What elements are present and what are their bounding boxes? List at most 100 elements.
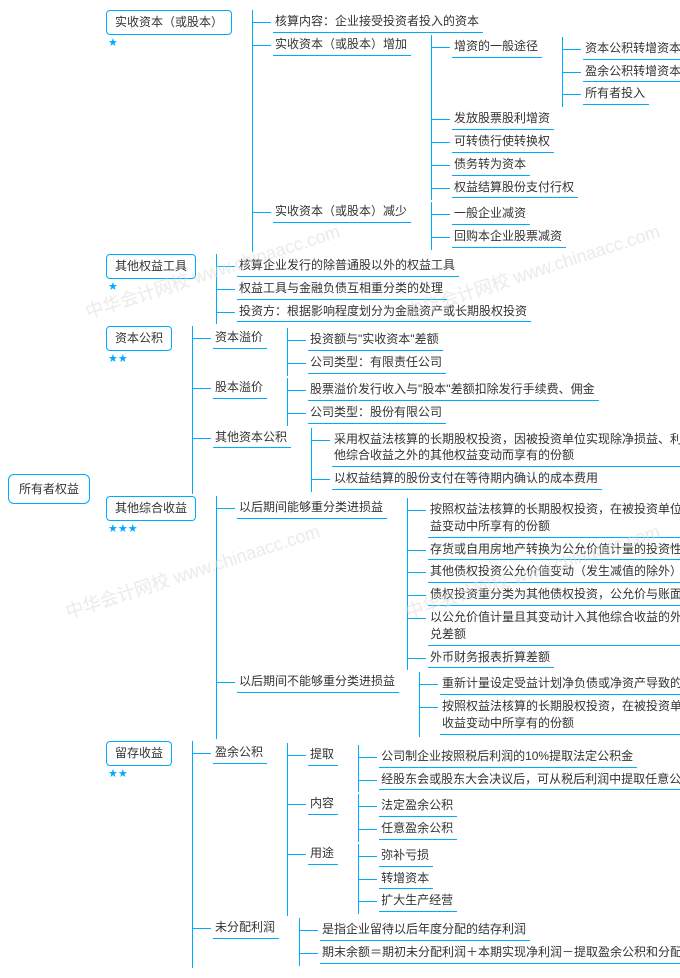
star-rating: ★★ <box>108 767 172 782</box>
node-text: 债权投资重分类为其他债权投资，公允价与账面价的差额 <box>428 585 680 606</box>
node-label: 以后期间能够重分类进损益 <box>237 498 387 519</box>
tree-node: 其他综合收益★★★以后期间能够重分类进损益按照权益法核算的长期股权投资，在被投资… <box>96 496 672 739</box>
node-text: 其他权益工具 <box>106 254 196 279</box>
tree-node: 法定盈余公积 <box>369 796 672 817</box>
node-label: 一般企业减资 <box>452 204 530 225</box>
tree-node: 核算内容：企业接受投资者投入的资本 <box>263 12 672 33</box>
node-text: 盈余公积 <box>213 743 267 764</box>
node-label: 股本溢价 <box>213 378 267 399</box>
node-text: 内容 <box>308 794 338 815</box>
node-label: 以公允价值计量且其变动计入其他综合收益的外币非货币性金融资产产生的汇兑差额 <box>428 608 680 646</box>
node-text: 债务转为资本 <box>452 155 530 176</box>
tree-node: 以后期间能够重分类进损益 按照权益法核算的长期股权投资，在被投资单位可重分类进损益… <box>227 498 672 670</box>
node-text: 发放股票股利增资 <box>452 109 554 130</box>
tree-node: 以公允价值计量且其变动计入其他综合收益的外币非货币性金融资产产生的汇兑差额 <box>418 608 672 646</box>
node-label: 经股东会或股东大会决议后，可从税后利润中提取任意公积金 <box>379 770 680 791</box>
node-label: 以权益结算的股份支付在等待期内确认的成本费用 <box>332 469 602 490</box>
node-text: 其他综合收益 <box>106 496 196 521</box>
tree-node: 资本公积★★ 资本溢价 投资额与"实收资本"差额公司类型：有限责任公司股本溢价 股票溢… <box>96 326 672 494</box>
tree-node: 债权投资重分类为其他债权投资，公允价与账面价的差额 <box>418 585 672 606</box>
tree-node: 资本溢价 投资额与"实收资本"差额公司类型：有限责任公司 <box>203 328 672 376</box>
node-label: 弥补亏损 <box>379 846 433 867</box>
root-node: 所有者权益 <box>8 474 90 505</box>
tree-node: 以后期间不能够重分类进损益重新计量设定受益计划净负债或净资产导致的变动按照权益法… <box>227 672 672 736</box>
node-text: 实收资本（或股本）减少 <box>273 202 411 223</box>
node-label: 转增资本 <box>379 869 433 890</box>
node-label: 以后期间不能够重分类进损益 <box>237 672 399 693</box>
node-text: 核算内容：企业接受投资者投入的资本 <box>273 12 483 33</box>
tree-node: 经股东会或股东大会决议后，可从税后利润中提取任意公积金 <box>369 770 672 791</box>
node-text: 其他资本公积 <box>213 428 291 449</box>
node-label: 公司类型：股份有限公司 <box>308 403 446 424</box>
node-label: 用途 <box>308 844 338 865</box>
node-label: 所有者投入 <box>583 84 649 105</box>
node-text: 以公允价值计量且其变动计入其他综合收益的外币非货币性金融资产产生的汇兑差额 <box>428 608 680 646</box>
tree-node: 实收资本（或股本）增加增资的一般途径资本公积转增资本盈余公积转增资本所有者投入发… <box>263 35 672 201</box>
tree-node: 按照权益法核算的长期股权投资，在被投资单位不能重分类进损益的其他综合收益变动中所… <box>430 697 672 735</box>
tree-node: 实收资本（或股本）减少 一般企业减资回购本企业股票减资 <box>263 202 672 250</box>
tree-node: 内容 法定盈余公积任意盈余公积 <box>298 794 672 842</box>
node-label: 可转债行使转换权 <box>452 132 554 153</box>
node-text: 以后期间能够重分类进损益 <box>237 498 387 519</box>
tree-node: 外币财务报表折算差额 <box>418 648 672 669</box>
node-label: 实收资本（或股本）增加 <box>273 35 411 56</box>
node-text: 法定盈余公积 <box>379 796 457 817</box>
tree-node: 公司类型：股份有限公司 <box>298 403 672 424</box>
node-text: 权益结算股份支付行权 <box>452 178 578 199</box>
node-text: 经股东会或股东大会决议后，可从税后利润中提取任意公积金 <box>379 770 680 791</box>
node-text: 回购本企业股票减资 <box>452 227 566 248</box>
tree-node: 股票溢价发行收入与"股本"差额扣除发行手续费、佣金 <box>298 380 672 401</box>
tree-node: 一般企业减资 <box>442 204 672 225</box>
node-text: 投资额与"实收资本"差额 <box>308 330 443 351</box>
node-text: 以后期间不能够重分类进损益 <box>237 672 399 693</box>
tree-node: 其他资本公积采用权益法核算的长期股权投资，因被投资单位实现除净损益、利润分配、其… <box>203 428 672 492</box>
tree-node: 转增资本 <box>369 869 672 890</box>
node-text: 其他债权投资公允价值变动（发生减值的除外） <box>428 562 680 583</box>
node-label: 投资方：根据影响程度划分为金融资产或长期股权投资 <box>237 302 531 323</box>
tree-node: 任意盈余公积 <box>369 819 672 840</box>
node-text: 资本公积 <box>106 326 172 351</box>
node-label: 公司制企业按照税后利润的10%提取法定公积金 <box>379 747 637 768</box>
node-text: 按照权益法核算的长期股权投资，在被投资单位可重分类进损益的其他综合收益变动中所享… <box>428 500 680 538</box>
node-label: 其他权益工具★ <box>106 254 196 295</box>
tree-node: 盈余公积 提取公司制企业按照税后利润的10%提取法定公积金经股东会或股东大会决议后… <box>203 743 672 917</box>
node-label: 留存收益★★ <box>106 741 172 782</box>
tree-node: 所有者投入 <box>573 84 672 105</box>
node-label: 回购本企业股票减资 <box>452 227 566 248</box>
node-text: 按照权益法核算的长期股权投资，在被投资单位不能重分类进损益的其他综合收益变动中所… <box>440 697 680 735</box>
node-text: 投资方：根据影响程度划分为金融资产或长期股权投资 <box>237 302 531 323</box>
node-text: 资本溢价 <box>213 328 267 349</box>
node-text: 外币财务报表折算差额 <box>428 648 554 669</box>
node-label: 资本公积★★ <box>106 326 172 367</box>
tree-node: 是指企业留待以后年度分配的结存利润 <box>310 920 672 941</box>
node-label: 债权投资重分类为其他债权投资，公允价与账面价的差额 <box>428 585 680 606</box>
tree-node: 投资方：根据影响程度划分为金融资产或长期股权投资 <box>227 302 672 323</box>
tree-node: 公司制企业按照税后利润的10%提取法定公积金 <box>369 747 672 768</box>
node-label: 资本溢价 <box>213 328 267 349</box>
node-label: 期末余额＝期初未分配利润＋本期实现净利润－提取盈余公积和分配股利 <box>320 943 680 964</box>
tree-node: 提取公司制企业按照税后利润的10%提取法定公积金经股东会或股东大会决议后，可从税… <box>298 745 672 793</box>
node-label: 其他资本公积 <box>213 428 291 449</box>
node-text: 核算企业发行的除普通股以外的权益工具 <box>237 256 459 277</box>
node-text: 以权益结算的股份支付在等待期内确认的成本费用 <box>332 469 602 490</box>
node-label: 权益工具与金融负债互相重分类的处理 <box>237 279 447 300</box>
node-label: 债务转为资本 <box>452 155 530 176</box>
tree-node: 以权益结算的股份支付在等待期内确认的成本费用 <box>322 469 672 490</box>
tree-node: 债务转为资本 <box>442 155 672 176</box>
node-label: 实收资本（或股本）减少 <box>273 202 411 223</box>
node-label: 存货或自用房地产转换为公允价值计量的投资性房地产，贷方差额 <box>428 540 680 561</box>
node-label: 其他债权投资公允价值变动（发生减值的除外） <box>428 562 680 583</box>
node-label: 公司类型：有限责任公司 <box>308 353 446 374</box>
node-text: 所有者投入 <box>583 84 649 105</box>
node-label: 核算内容：企业接受投资者投入的资本 <box>273 12 483 33</box>
node-label: 按照权益法核算的长期股权投资，在被投资单位不能重分类进损益的其他综合收益变动中所… <box>440 697 680 735</box>
node-text: 是指企业留待以后年度分配的结存利润 <box>320 920 530 941</box>
tree-node: 按照权益法核算的长期股权投资，在被投资单位可重分类进损益的其他综合收益变动中所享… <box>418 500 672 538</box>
node-text: 重新计量设定受益计划净负债或净资产导致的变动 <box>440 674 680 695</box>
star-rating: ★ <box>108 280 196 295</box>
node-text: 扩大生产经营 <box>379 891 457 912</box>
tree-node: 实收资本（或股本）★核算内容：企业接受投资者投入的资本实收资本（或股本）增加增资… <box>96 10 672 252</box>
node-text: 增资的一般途径 <box>452 37 542 58</box>
node-text: 实收资本（或股本） <box>106 10 232 35</box>
star-rating: ★★★ <box>108 522 196 537</box>
